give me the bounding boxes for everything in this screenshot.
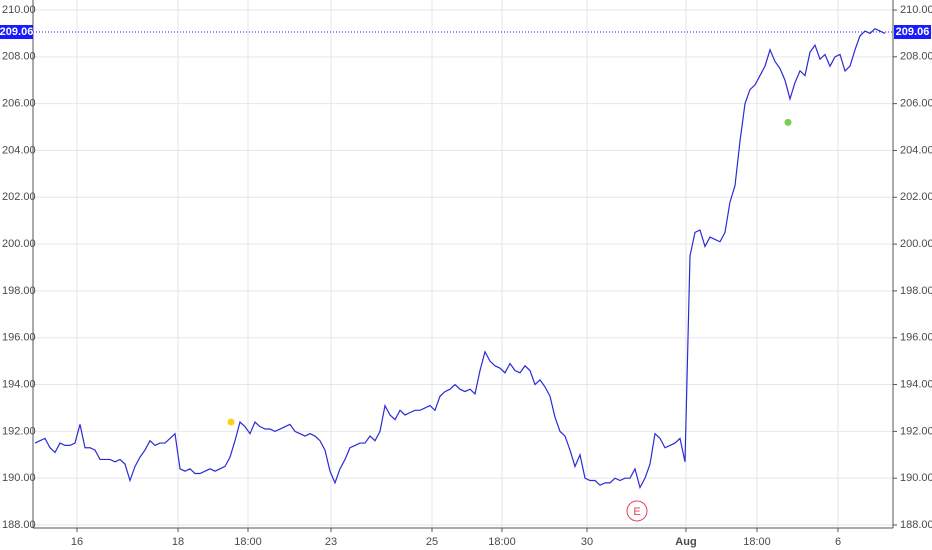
y-tick-label: 210.00 (2, 4, 36, 16)
y-tick-label: 194.00 (900, 378, 932, 390)
y-tick-label: 188.00 (900, 519, 932, 531)
y-tick-label: 196.00 (2, 332, 36, 344)
event-marker (626, 500, 648, 522)
y-tick-label: 190.00 (2, 472, 36, 484)
x-tick-label: 6 (835, 536, 841, 548)
x-tick-label: 18:00 (488, 536, 516, 548)
y-tick-label: 196.00 (900, 332, 932, 344)
y-tick-label: 210.00 (900, 4, 932, 16)
y-tick-label: 198.00 (900, 285, 932, 297)
x-tick-label: 16 (71, 536, 83, 548)
x-tick-label: 25 (426, 536, 438, 548)
last-price-box (0, 25, 33, 40)
x-tick-label: 18:00 (234, 536, 262, 548)
marker (227, 418, 235, 426)
y-tick-label: 192.00 (900, 425, 932, 437)
y-tick-label: 208.00 (900, 51, 932, 63)
y-tick-label: 200.00 (900, 238, 932, 250)
y-tick-label: 208.00 (2, 51, 36, 63)
y-tick-label: 198.00 (2, 285, 36, 297)
y-tick-label: 206.00 (2, 98, 36, 110)
y-tick-label: 204.00 (900, 144, 932, 156)
last-price-label: 209.06 (896, 26, 930, 38)
x-tick-label: 23 (325, 536, 337, 548)
x-tick-label: 30 (581, 536, 593, 548)
y-tick-label: 206.00 (900, 98, 932, 110)
event-label: E (633, 506, 640, 518)
y-tick-label: 192.00 (2, 425, 36, 437)
y-tick-label: 194.00 (2, 378, 36, 390)
x-tick-label: 18:00 (743, 536, 771, 548)
last-price-label: 209.06 (0, 26, 33, 38)
x-tick-label: Aug (675, 536, 696, 548)
y-tick-label: 202.00 (900, 191, 932, 203)
y-tick-label: 200.00 (2, 238, 36, 250)
y-tick-label: 188.00 (2, 519, 36, 531)
last-price-box (894, 25, 931, 40)
x-tick-label: 18 (172, 536, 184, 548)
y-tick-label: 190.00 (900, 472, 932, 484)
y-tick-label: 204.00 (2, 144, 36, 156)
marker (784, 118, 792, 126)
price-line (34, 28, 886, 490)
y-tick-label: 202.00 (2, 191, 36, 203)
